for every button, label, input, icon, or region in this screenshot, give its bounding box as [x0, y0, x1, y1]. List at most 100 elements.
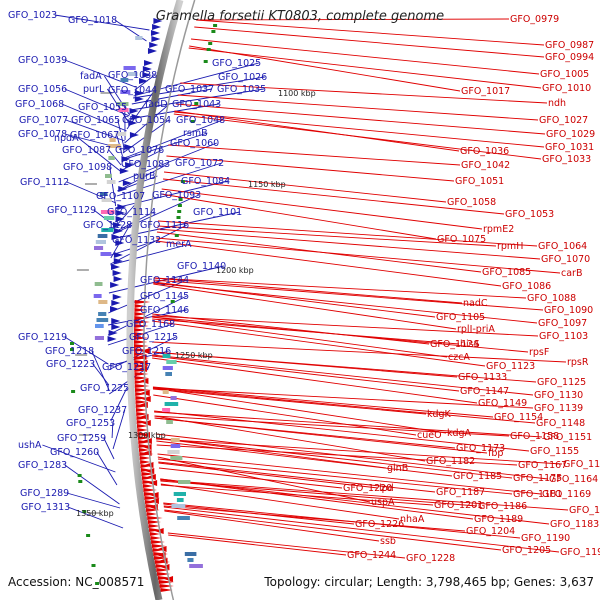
gene-label[interactable]: GFO_1139 [534, 403, 583, 414]
gene-label[interactable]: GFO_1164 [549, 474, 598, 485]
gene-label[interactable]: GFO_1140 [177, 261, 226, 272]
gene-label[interactable]: rpmH [497, 241, 523, 252]
gene-label[interactable]: GFO_1067 [70, 130, 119, 141]
gene-label[interactable]: GFO_1237 [78, 405, 127, 416]
gene-label[interactable]: GFO_1130 [534, 390, 583, 401]
gene-label[interactable]: hisS [460, 339, 480, 350]
gene-label[interactable]: GFO_1031 [545, 142, 594, 153]
gene-label[interactable]: GFO_1029 [546, 129, 595, 140]
gene-label[interactable]: GFO_1123 [486, 361, 535, 372]
gene-label[interactable]: GFO_1225 [80, 383, 129, 394]
gene-label[interactable]: GFO_1018 [68, 15, 117, 26]
gene-label[interactable]: rsmB [183, 128, 208, 139]
gene-label[interactable]: fbp [488, 448, 503, 459]
gene-label[interactable]: GFO_1244 [347, 550, 396, 561]
gene-label[interactable]: GFO_0979 [510, 14, 559, 25]
gene-label[interactable]: GFO_1259 [57, 433, 106, 444]
gene-label[interactable]: GFO_1038 [108, 70, 157, 81]
gene-label[interactable]: GFO_1223 [46, 359, 95, 370]
gene-label[interactable]: nhaA [400, 514, 425, 525]
gene-label[interactable]: GFO_1064 [538, 241, 587, 252]
gene-label[interactable]: GFO_1114 [107, 207, 156, 218]
gene-label[interactable]: GFO_1185 [453, 471, 502, 482]
gene-label[interactable]: GFO_1186 [478, 501, 527, 512]
gene-label[interactable]: fadA [80, 71, 102, 82]
gene-label[interactable]: GFO_1289 [20, 488, 69, 499]
gene-label[interactable]: kdgA [447, 428, 472, 439]
gene-label[interactable]: GFO_1072 [175, 158, 224, 169]
gene-label[interactable]: GFO_1191 [560, 547, 600, 558]
gene-label[interactable]: rplI-priA [457, 324, 495, 335]
gene-label[interactable]: GFO_1101 [193, 207, 242, 218]
gene-label[interactable]: rpmE2 [483, 224, 514, 235]
gene-label[interactable]: GFO_1084 [181, 176, 230, 187]
gene-label[interactable]: GFO_1093 [152, 190, 201, 201]
gene-label[interactable]: GFO_1090 [544, 305, 593, 316]
gene-label[interactable]: GFO_1125 [537, 377, 586, 388]
gene-label[interactable]: GFO_1043 [172, 99, 221, 110]
gene-label[interactable]: GFO_1112 [20, 177, 69, 188]
gene-label[interactable]: GFO_1260 [50, 447, 99, 458]
gene-label[interactable]: GFO_1051 [455, 176, 504, 187]
gene-label[interactable]: GFO_1216 [122, 346, 171, 357]
gene-label[interactable]: GFO_1313 [21, 502, 70, 513]
gene-label[interactable]: GFO_1105 [436, 312, 485, 323]
gene-label[interactable]: GFO_1220 [343, 483, 392, 494]
gene-label[interactable]: GFO_1124 [430, 339, 479, 350]
gene-label[interactable]: lpd [379, 483, 394, 494]
gene-label[interactable]: GFO_1107 [96, 191, 145, 202]
gene-label[interactable]: GFO_1070 [541, 254, 590, 265]
gene-label[interactable]: GFO_1253 [66, 418, 115, 429]
gene-label[interactable]: GFO_1060 [170, 138, 219, 149]
gene-label[interactable]: GFO_1035 [217, 84, 266, 95]
gene-label[interactable]: GFO_1167 [518, 460, 567, 471]
gene-label[interactable]: GFO_1147 [460, 386, 509, 397]
gene-label[interactable]: GFO_1226 [355, 519, 404, 530]
gene-label[interactable]: GFO_1151 [543, 432, 592, 443]
gene-label[interactable]: GFO_1175 [513, 473, 562, 484]
gene-label[interactable]: GFO_1085 [482, 267, 531, 278]
gene-label[interactable]: merA [166, 239, 192, 250]
gene-label[interactable]: GFO_1023 [8, 10, 57, 21]
gene-label[interactable]: GFO_1228 [406, 553, 455, 564]
gene-label[interactable]: GFO_1044 [108, 85, 157, 96]
gene-label[interactable]: GFO_1157 [563, 459, 600, 470]
gene-label[interactable]: fadD [145, 99, 168, 110]
gene-label[interactable]: GFO_1174 [569, 505, 600, 516]
gene-label[interactable]: GFO_1026 [218, 72, 267, 83]
gene-label[interactable]: GFO_1077 [19, 115, 68, 126]
gene-label[interactable]: GFO_1053 [505, 209, 554, 220]
gene-label[interactable]: GFO_1098 [63, 162, 112, 173]
gene-label[interactable]: GFO_1048 [176, 115, 225, 126]
gene-label[interactable]: kdgK [427, 409, 452, 420]
gene-label[interactable]: GFO_1219 [18, 332, 67, 343]
gene-label[interactable]: czcA [448, 352, 470, 363]
gene-label[interactable]: uspA [371, 497, 395, 508]
gene-label[interactable]: npdA [54, 133, 79, 144]
gene-label[interactable]: GFO_1173 [456, 443, 505, 454]
gene-label[interactable]: GFO_1039 [18, 55, 67, 66]
gene-label[interactable]: GFO_1005 [540, 69, 589, 80]
gene-label[interactable]: GFO_1025 [212, 58, 261, 69]
gene-label[interactable]: cueO [417, 430, 442, 441]
gene-label[interactable]: GFO_1205 [502, 545, 551, 556]
gene-label[interactable]: GFO_1146 [140, 305, 189, 316]
gene-label[interactable]: GFO_1017 [461, 86, 510, 97]
gene-label[interactable]: GFO_1058 [447, 197, 496, 208]
gene-label[interactable]: rpsF [529, 347, 549, 358]
gene-label[interactable]: GFO_1155 [530, 446, 579, 457]
gene-label[interactable]: GFO_1182 [426, 456, 475, 467]
gene-label[interactable]: GFO_1083 [121, 159, 170, 170]
gene-label[interactable]: carB [561, 268, 582, 279]
gene-label[interactable]: GFO_0987 [545, 40, 594, 51]
gene-label[interactable]: ushA [18, 440, 42, 451]
gene-label[interactable]: GFO_1054 [122, 115, 171, 126]
gene-label[interactable]: GFO_1217 [102, 362, 151, 373]
gene-label[interactable]: GFO_1078 [18, 129, 67, 140]
gene-label[interactable]: GFO_1128 [83, 220, 132, 231]
gene-label[interactable]: GFO_1086 [502, 281, 551, 292]
gene-label[interactable]: GFO_1027 [539, 115, 588, 126]
gene-label[interactable]: GFO_1154 [494, 412, 543, 423]
gene-label[interactable]: GFO_1149 [478, 398, 527, 409]
gene-label[interactable]: GFO_1148 [536, 418, 585, 429]
